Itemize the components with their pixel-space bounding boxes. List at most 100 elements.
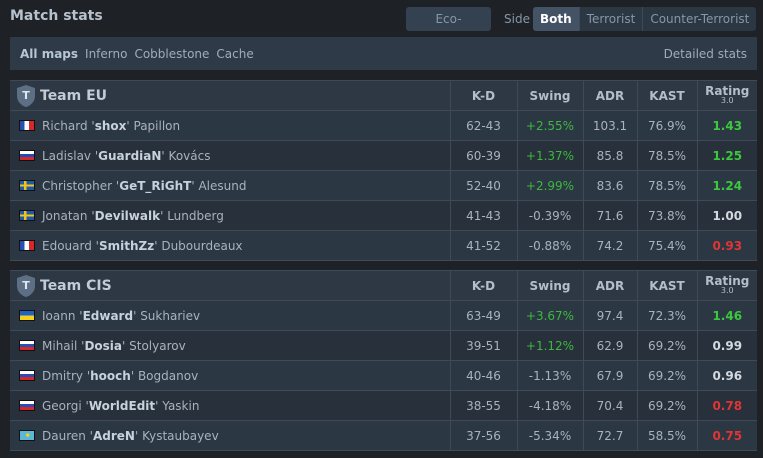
team-name: T Team CIS bbox=[10, 270, 451, 301]
rating-version: 3.0 bbox=[720, 96, 734, 105]
col-swing[interactable]: Swing bbox=[517, 270, 584, 301]
rating-label: Rating bbox=[705, 274, 750, 288]
team-name-text: Team EU bbox=[40, 87, 108, 104]
player-name[interactable]: Edouard 'SmithZz' Dubourdeaux bbox=[10, 230, 451, 261]
player-row[interactable]: Christopher 'GeT_RiGhT' Alesund 52-40 +2… bbox=[10, 170, 757, 201]
first-name: Dmitry bbox=[42, 368, 84, 383]
adr-cell: 103.1 bbox=[583, 110, 638, 141]
svg-text:T: T bbox=[22, 279, 30, 292]
team-name: T Team EU bbox=[10, 80, 451, 111]
nickname: GuardiaN bbox=[98, 148, 162, 163]
col-rating[interactable]: Rating 3.0 bbox=[697, 270, 757, 301]
player-name[interactable]: Richard 'shox' Papillon bbox=[10, 110, 451, 141]
kast-cell: 75.4% bbox=[637, 230, 698, 261]
last-name: Dubourdeaux bbox=[161, 238, 243, 253]
player-name[interactable]: Ladislav 'GuardiaN' Kovács bbox=[10, 140, 451, 171]
player-row[interactable]: Ladislav 'GuardiaN' Kovács 60-39 +1.37% … bbox=[10, 140, 757, 171]
player-name[interactable]: Georgi 'WorldEdit' Yaskin bbox=[10, 390, 451, 421]
rating-cell: 0.99 bbox=[697, 330, 757, 361]
player-row[interactable]: Richard 'shox' Papillon 62-43 +2.55% 103… bbox=[10, 110, 757, 141]
adr-cell: 74.2 bbox=[583, 230, 638, 261]
team-logo-icon: T bbox=[17, 274, 35, 297]
nickname: AdreN bbox=[92, 428, 135, 443]
side-label: Side bbox=[504, 12, 530, 26]
map-cache[interactable]: Cache bbox=[216, 46, 254, 61]
swing-cell: +1.37% bbox=[517, 140, 584, 171]
last-name: Bogdanov bbox=[137, 368, 199, 383]
last-name: Stolyarov bbox=[129, 338, 186, 353]
first-name: Mihail bbox=[42, 338, 78, 353]
player-name[interactable]: Jonatan 'Devilwalk' Lundberg bbox=[10, 200, 451, 231]
player-name[interactable]: Christopher 'GeT_RiGhT' Alesund bbox=[10, 170, 451, 201]
swing-cell: +2.99% bbox=[517, 170, 584, 201]
col-kast[interactable]: KAST bbox=[637, 80, 698, 111]
nickname: shox bbox=[94, 118, 127, 133]
col-adr[interactable]: ADR bbox=[583, 270, 638, 301]
kast-cell: 73.8% bbox=[637, 200, 698, 231]
kd-cell: 52-40 bbox=[450, 170, 518, 201]
col-rating[interactable]: Rating 3.0 bbox=[697, 80, 757, 111]
first-name: Ioann bbox=[42, 308, 76, 323]
flag-france-icon bbox=[19, 119, 35, 131]
nickname: Edward bbox=[82, 308, 134, 323]
player-name[interactable]: Mihail 'Dosia' Stolyarov bbox=[10, 330, 451, 361]
adr-cell: 71.6 bbox=[583, 200, 638, 231]
last-name: Sukhariev bbox=[140, 308, 201, 323]
player-row[interactable]: Georgi 'WorldEdit' Yaskin 38-55 -4.18% 7… bbox=[10, 390, 757, 421]
swing-cell: -0.39% bbox=[517, 200, 584, 231]
kd-cell: 38-55 bbox=[450, 390, 518, 421]
nickname: SmithZz bbox=[98, 238, 155, 253]
side-counter-terrorist[interactable]: Counter-Terrorist bbox=[650, 12, 750, 26]
col-kd[interactable]: K-D bbox=[450, 80, 518, 111]
kast-cell: 69.2% bbox=[637, 330, 698, 361]
side-terrorist[interactable]: Terrorist bbox=[580, 7, 644, 31]
adr-cell: 62.9 bbox=[583, 330, 638, 361]
swing-cell: -1.13% bbox=[517, 360, 584, 391]
player-name[interactable]: Dauren 'AdreN' Kystaubayev bbox=[10, 420, 451, 451]
detailed-stats-link[interactable]: Detailed stats bbox=[663, 46, 747, 61]
eco-adjusted-toggle[interactable]: Eco-adjusted bbox=[406, 7, 491, 50]
adr-cell: 97.4 bbox=[583, 300, 638, 331]
col-kd[interactable]: K-D bbox=[450, 270, 518, 301]
nickname: hooch bbox=[90, 368, 131, 383]
col-swing[interactable]: Swing bbox=[517, 80, 584, 111]
flag-ukraine-icon bbox=[19, 309, 35, 321]
flag-russia-icon bbox=[19, 399, 35, 411]
flag-russia-icon bbox=[19, 369, 35, 381]
map-cobblestone[interactable]: Cobblestone bbox=[134, 46, 210, 61]
player-row[interactable]: Ioann 'Edward' Sukhariev 63-49 +3.67% 97… bbox=[10, 300, 757, 331]
player-row[interactable]: Dauren 'AdreN' Kystaubayev 37-56 -5.34% … bbox=[10, 420, 757, 451]
rating-cell: 0.78 bbox=[697, 390, 757, 421]
nickname: GeT_RiGhT bbox=[119, 178, 192, 193]
map-all[interactable]: All maps bbox=[20, 46, 79, 61]
team-logo-icon: T bbox=[17, 84, 35, 107]
swing-cell: +2.55% bbox=[517, 110, 584, 141]
kd-cell: 41-52 bbox=[450, 230, 518, 261]
player-row[interactable]: Dmitry 'hooch' Bogdanov 40-46 -1.13% 67.… bbox=[10, 360, 757, 391]
side-both[interactable]: Both bbox=[533, 7, 580, 31]
rating-cell: 1.24 bbox=[697, 170, 757, 201]
kast-cell: 76.9% bbox=[637, 110, 698, 141]
map-inferno[interactable]: Inferno bbox=[85, 46, 128, 61]
last-name: Alesund bbox=[198, 178, 247, 193]
first-name: Jonatan bbox=[42, 208, 88, 223]
team-eu-table: T Team EU K-D Swing ADR KAST Rating 3.0 Ri… bbox=[10, 80, 757, 261]
adr-cell: 70.4 bbox=[583, 390, 638, 421]
rating-cell: 1.25 bbox=[697, 140, 757, 171]
player-row[interactable]: Mihail 'Dosia' Stolyarov 39-51 +1.12% 62… bbox=[10, 330, 757, 361]
adr-cell: 83.6 bbox=[583, 170, 638, 201]
swing-cell: +1.12% bbox=[517, 330, 584, 361]
map-filter-bar: All maps Inferno Cobblestone Cache Detai… bbox=[10, 37, 757, 70]
rating-cell: 1.43 bbox=[697, 110, 757, 141]
player-name[interactable]: Dmitry 'hooch' Bogdanov bbox=[10, 360, 451, 391]
rating-cell: 1.00 bbox=[697, 200, 757, 231]
col-kast[interactable]: KAST bbox=[637, 270, 698, 301]
rating-cell: 0.93 bbox=[697, 230, 757, 261]
player-name[interactable]: Ioann 'Edward' Sukhariev bbox=[10, 300, 451, 331]
svg-text:T: T bbox=[22, 89, 30, 102]
flag-sweden-icon bbox=[19, 209, 35, 221]
player-row[interactable]: Edouard 'SmithZz' Dubourdeaux 41-52 -0.8… bbox=[10, 230, 757, 261]
col-adr[interactable]: ADR bbox=[583, 80, 638, 111]
kd-cell: 40-46 bbox=[450, 360, 518, 391]
player-row[interactable]: Jonatan 'Devilwalk' Lundberg 41-43 -0.39… bbox=[10, 200, 757, 231]
